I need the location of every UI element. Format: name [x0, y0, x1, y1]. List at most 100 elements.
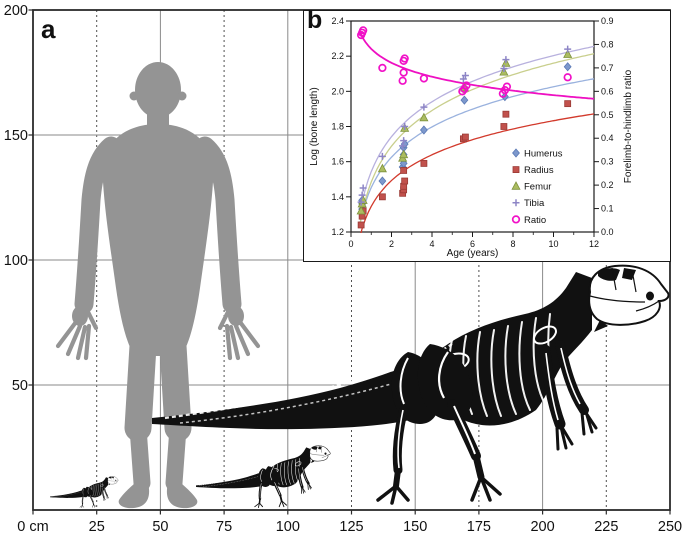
- data-point-ratio: [398, 76, 407, 85]
- data-point-tibia: [420, 103, 428, 111]
- axis-layer: 0 cm 25 50 75 100 125 150 175 200 225 250200150100…: [4, 3, 682, 535]
- rib-cage: [448, 313, 560, 417]
- x-axis-tick-label: 200: [530, 519, 554, 535]
- data-point-radius: [357, 221, 365, 229]
- y-axis-tick-label: 100: [4, 253, 28, 269]
- x-axis-tick-label: 125: [339, 519, 363, 535]
- adult-dinosaur-skeleton: [152, 264, 670, 505]
- trend-line-tibia: [358, 45, 595, 216]
- data-point-ratio: [400, 54, 409, 63]
- inset-x-axis-title: Age (years): [447, 248, 499, 259]
- data-point-radius: [502, 110, 510, 118]
- inset-yright-tick-label: 0.8: [601, 39, 614, 49]
- data-point-tibia: [358, 191, 366, 199]
- data-point-radius: [420, 160, 428, 167]
- inset-yleft-tick-label: 2.2: [331, 51, 344, 61]
- x-axis-tick-label: 100: [276, 519, 300, 535]
- panel-a-label: a: [41, 14, 56, 44]
- inset-yright-tick-label: 0.4: [601, 133, 614, 143]
- hatchling-dinosaur-skeleton: [49, 475, 119, 509]
- data-point-radius: [512, 166, 520, 174]
- data-point-tibia: [400, 137, 408, 145]
- inset-yright-tick-label: 0.3: [601, 157, 614, 167]
- inset-yright-tick-label: 0.5: [601, 110, 614, 120]
- inset-yleft-tick-label: 1.4: [331, 192, 344, 202]
- data-point-tibia: [401, 123, 409, 130]
- inset-yright-tick-label: 0.2: [601, 180, 614, 190]
- data-point-ratio: [419, 74, 429, 83]
- data-point-tibia: [399, 142, 407, 150]
- inset-yleft-axis-title: Log (bone length): [309, 87, 320, 165]
- data-point-femur: [563, 49, 573, 58]
- inset-x-tick-label: 6: [470, 239, 475, 249]
- x-axis-tick-label: 50: [152, 519, 168, 535]
- trend-line-humerus: [358, 78, 595, 226]
- inset-yleft-tick-label: 1.6: [331, 157, 344, 167]
- data-point-ratio: [511, 215, 521, 224]
- y-axis-tick-label: 200: [4, 3, 28, 19]
- y-axis-tick-label: 150: [4, 128, 28, 144]
- y-axis-tick-label: 50: [12, 378, 28, 394]
- data-point-ratio: [359, 26, 368, 35]
- data-point-radius: [400, 167, 408, 174]
- trend-line-ratio: [358, 31, 595, 100]
- data-point-tibia: [359, 184, 367, 192]
- data-point-radius: [462, 133, 469, 141]
- inset-yright-tick-label: 0.9: [601, 16, 614, 26]
- data-point-humerus: [460, 95, 469, 105]
- x-axis-tick-label: 75: [216, 519, 232, 535]
- human-silhouette: [55, 62, 261, 509]
- legend-label: Ratio: [524, 215, 546, 226]
- data-point-tibia: [502, 56, 510, 64]
- data-point-humerus: [563, 62, 572, 72]
- inset-yright-axis-title: Forelimb-to-hindlimb ratio: [623, 69, 634, 183]
- inset-x-tick-label: 0: [348, 239, 353, 249]
- data-point-tibia: [378, 152, 386, 160]
- x-axis-tick-label: 150: [403, 519, 427, 535]
- data-point-femur: [419, 112, 429, 122]
- data-point-radius: [500, 123, 508, 130]
- inset-x-tick-label: 8: [510, 239, 515, 249]
- legend-label: Tibia: [524, 198, 545, 209]
- data-point-tibia: [512, 199, 520, 207]
- inset-x-tick-label: 2: [389, 239, 394, 249]
- data-point-ratio: [399, 68, 408, 77]
- legend-item-femur: Femur: [511, 181, 551, 193]
- legend-item-tibia: Tibia: [512, 198, 545, 209]
- legend-item-ratio: Ratio: [511, 215, 546, 226]
- x-axis-tick-label: 175: [467, 519, 491, 535]
- data-point-ratio: [502, 82, 512, 91]
- data-point-radius: [564, 100, 572, 108]
- inset-yleft-tick-label: 2.0: [331, 86, 344, 96]
- data-point-tibia: [564, 45, 572, 53]
- data-point-radius: [401, 177, 409, 185]
- hindlimbs: [376, 344, 502, 505]
- forelimbs: [539, 340, 598, 451]
- data-point-tibia: [459, 75, 467, 83]
- legend-item-radius: Radius: [512, 165, 554, 176]
- legend-label: Femur: [524, 182, 551, 193]
- human-fingers: [55, 307, 261, 361]
- trend-line-femur: [358, 53, 595, 227]
- skull: [588, 264, 670, 332]
- x-axis-tick-label: 225: [594, 519, 618, 535]
- data-point-femur: [377, 163, 387, 173]
- growth-chart: 0 2 4 6 8 10 12 1.2 1.4 1.6 1.8 2.0 2.2 2.4 0.0 0.1 0.2 0…: [309, 16, 634, 259]
- legend-label: Humerus: [524, 148, 563, 159]
- inset-yleft-tick-label: 1.2: [331, 227, 344, 237]
- inset-chart-panel-b: b 0 2 4 6 8 10 12 1.2 1.4 1.6 1.8 2.0 2.2 2.4 0.0 0.1 0.…: [303, 6, 671, 262]
- data-point-humerus: [512, 148, 520, 158]
- x-axis-tick-label: 0 cm: [17, 519, 48, 535]
- data-point-tibia: [357, 198, 365, 206]
- trend-line-radius: [360, 113, 595, 233]
- inset-x-tick-label: 10: [548, 239, 558, 249]
- legend-item-humerus: Humerus: [512, 148, 563, 159]
- inset-yleft-tick-label: 2.4: [331, 16, 344, 26]
- inset-x-tick-label: 12: [589, 239, 599, 249]
- x-axis-tick-label: 25: [89, 519, 105, 535]
- data-point-humerus: [419, 125, 428, 135]
- data-point-humerus: [378, 176, 387, 186]
- data-point-femur: [399, 149, 409, 159]
